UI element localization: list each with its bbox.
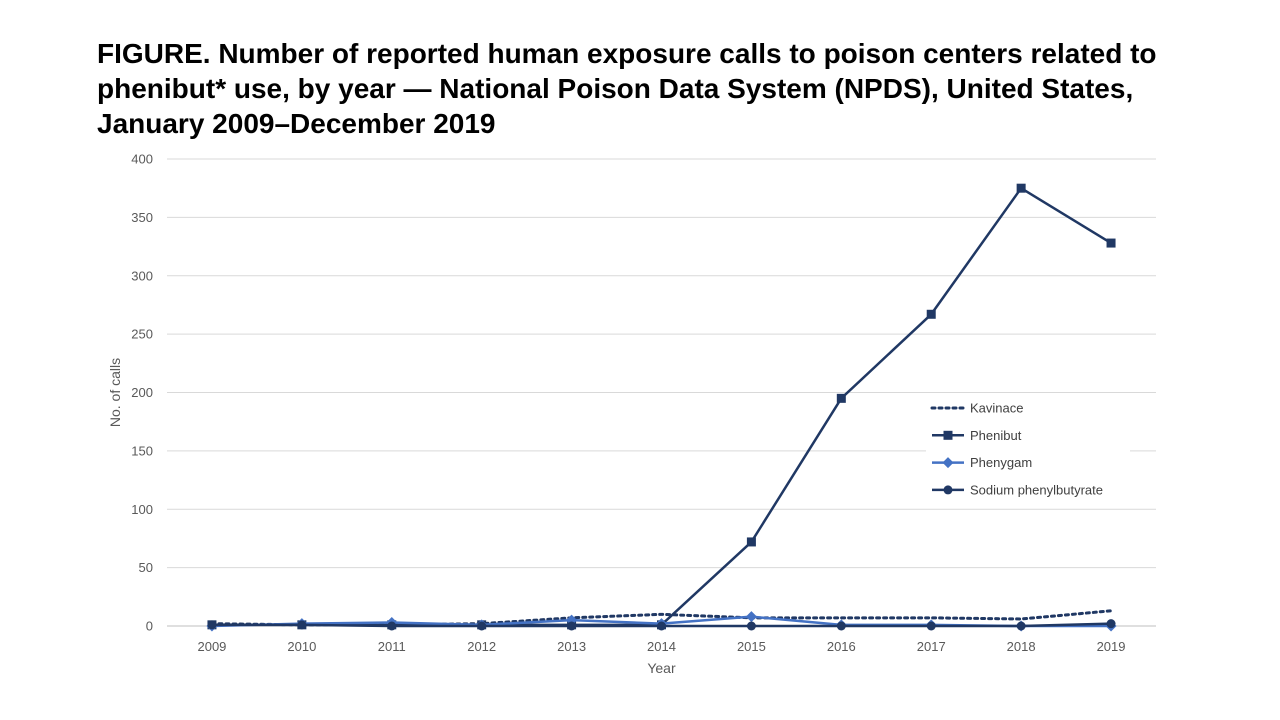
x-tick-label: 2012 bbox=[467, 639, 496, 654]
sodium-phenylbutyrate-point bbox=[207, 620, 217, 630]
x-tick-label: 2013 bbox=[557, 639, 586, 654]
sodium-phenylbutyrate-point bbox=[567, 621, 577, 631]
x-tick-label: 2010 bbox=[287, 639, 316, 654]
y-tick-label: 400 bbox=[131, 152, 153, 167]
sodium-phenylbutyrate-point bbox=[477, 621, 487, 631]
sodium-phenylbutyrate-point bbox=[1106, 619, 1116, 629]
legend-item-sodium-phenylbutyrate: Sodium phenylbutyrate bbox=[932, 482, 1103, 497]
x-axis-label: Year bbox=[647, 660, 676, 676]
legend: Kavinace Phenibut Phenygam Sodium phenylbut… bbox=[926, 394, 1130, 506]
series-sodium-phenylbutyrate bbox=[207, 619, 1116, 631]
legend-marker bbox=[943, 485, 953, 495]
legend-background bbox=[926, 394, 1130, 506]
x-tick-label: 2009 bbox=[197, 639, 226, 654]
y-tick-label: 0 bbox=[146, 619, 153, 634]
sodium-phenylbutyrate-point bbox=[746, 621, 756, 631]
gridlines bbox=[167, 158, 1156, 569]
figure-title: FIGURE. Number of reported human exposur… bbox=[97, 38, 1157, 139]
x-tick-label: 2017 bbox=[917, 639, 946, 654]
y-tick-label: 100 bbox=[131, 502, 153, 517]
legend-label: Phenibut bbox=[970, 428, 1022, 443]
legend-item-kavinace: Kavinace bbox=[930, 401, 1023, 416]
y-tick-label: 350 bbox=[131, 210, 153, 225]
sodium-phenylbutyrate-point bbox=[926, 621, 936, 631]
x-tick-label: 2018 bbox=[1007, 639, 1036, 654]
legend-item-phenygam: Phenygam bbox=[932, 455, 1032, 470]
x-tick-label: 2016 bbox=[827, 639, 856, 654]
x-tick-label: 2015 bbox=[737, 639, 766, 654]
y-axis-ticks: 0 50 100 150 200 250 300 350 400 bbox=[131, 152, 153, 634]
sodium-phenylbutyrate-point bbox=[297, 620, 307, 630]
x-tick-label: 2019 bbox=[1097, 639, 1126, 654]
phenygam-point bbox=[745, 611, 757, 623]
series-group bbox=[206, 183, 1117, 632]
y-tick-label: 150 bbox=[131, 443, 153, 458]
x-tick-label: 2011 bbox=[378, 639, 406, 654]
phenibut-point bbox=[836, 393, 846, 403]
sodium-phenylbutyrate-point bbox=[1016, 621, 1026, 631]
legend-item-phenibut: Phenibut bbox=[932, 428, 1022, 443]
sodium-phenylbutyrate-point bbox=[387, 621, 397, 631]
y-tick-label: 250 bbox=[131, 327, 153, 342]
y-tick-label: 300 bbox=[131, 268, 153, 283]
y-tick-label: 50 bbox=[139, 560, 153, 575]
legend-marker bbox=[943, 430, 953, 440]
sodium-phenylbutyrate-point bbox=[836, 621, 846, 631]
y-axis-label: No. of calls bbox=[107, 358, 123, 427]
phenibut-point bbox=[1106, 238, 1116, 248]
phenibut-point bbox=[926, 309, 936, 319]
y-tick-label: 200 bbox=[131, 385, 153, 400]
sodium-phenylbutyrate-point bbox=[657, 621, 666, 631]
phenibut-point bbox=[746, 537, 756, 547]
phenibut-point bbox=[1016, 183, 1026, 193]
legend-label: Phenygam bbox=[970, 455, 1032, 470]
legend-label: Kavinace bbox=[970, 401, 1023, 416]
x-tick-label: 2014 bbox=[647, 639, 676, 654]
x-axis-ticks: 2009 2010 2011 2012 2013 2014 2015 2016 2017 2018… bbox=[197, 639, 1125, 654]
legend-marker bbox=[942, 457, 954, 469]
legend-label: Sodium phenylbutyrate bbox=[970, 482, 1103, 497]
